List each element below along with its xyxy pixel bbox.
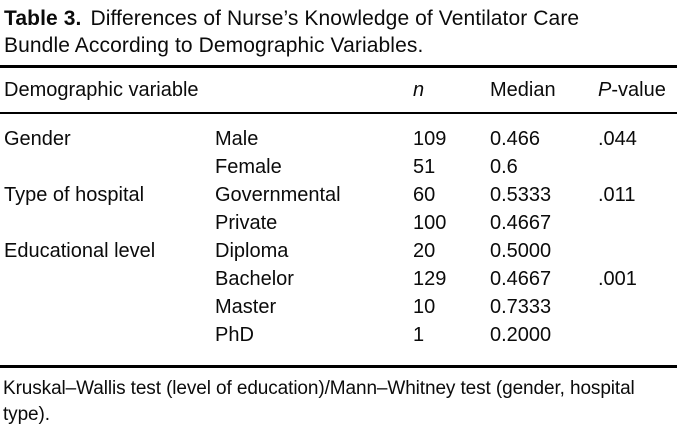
header-p-value-p: P bbox=[598, 78, 612, 101]
header-demographic-variable: Demographic variable bbox=[4, 78, 199, 101]
cell-n: 100 bbox=[413, 211, 447, 234]
cell-median: 0.2000 bbox=[490, 323, 552, 346]
table-caption-text-line1: Differences of Nurse’s Knowledge of Vent… bbox=[90, 7, 580, 30]
cell-median: 0.5333 bbox=[490, 183, 552, 206]
header-median: Median bbox=[490, 78, 556, 101]
table-row: Bachelor 129 0.4667 .001 bbox=[0, 265, 677, 293]
cell-median: 0.4667 bbox=[490, 267, 552, 290]
demographics-table: Demographic variable n Median P-value Ge… bbox=[0, 65, 677, 368]
cell-category: PhD bbox=[215, 323, 254, 346]
cell-category: Diploma bbox=[215, 239, 289, 262]
table-body: Gender Male 109 0.466 .044 Female 51 0.6… bbox=[0, 114, 677, 365]
table-row: Type of hospital Governmental 60 0.5333 … bbox=[0, 181, 677, 209]
cell-n: 51 bbox=[413, 155, 436, 178]
cell-group: Educational level bbox=[4, 239, 156, 262]
header-n: n bbox=[413, 78, 425, 101]
cell-n: 20 bbox=[413, 239, 436, 262]
cell-n: 60 bbox=[413, 183, 436, 206]
cell-group: Type of hospital bbox=[4, 183, 145, 206]
cell-p-value: .011 bbox=[598, 183, 636, 206]
table-caption-number: Table 3. bbox=[4, 7, 82, 30]
cell-n: 10 bbox=[413, 295, 436, 318]
cell-category: Governmental bbox=[215, 183, 341, 206]
cell-median: 0.466 bbox=[490, 127, 541, 150]
table-row: Educational level Diploma 20 0.5000 bbox=[0, 237, 677, 265]
table-row: Female 51 0.6 bbox=[0, 153, 677, 181]
table-row: Master 10 0.7333 bbox=[0, 293, 677, 321]
header-p-value: P-value bbox=[598, 79, 677, 102]
table-footnote: Kruskal–Wallis test (level of education)… bbox=[3, 378, 635, 425]
table-row: Gender Male 109 0.466 .044 bbox=[0, 125, 677, 153]
cell-category: Master bbox=[215, 295, 277, 318]
table-row: PhD 1 0.2000 bbox=[0, 321, 677, 349]
cell-category: Bachelor bbox=[215, 267, 294, 290]
table-row: Private 100 0.4667 bbox=[0, 209, 677, 237]
header-p-value-suffix: -value bbox=[611, 78, 666, 101]
cell-group: Gender bbox=[4, 127, 71, 150]
cell-n: 109 bbox=[413, 127, 447, 150]
cell-median: 0.7333 bbox=[490, 295, 552, 318]
cell-n: 129 bbox=[413, 267, 447, 290]
cell-median: 0.6 bbox=[490, 155, 518, 178]
cell-p-value: .001 bbox=[598, 267, 637, 290]
cell-category: Male bbox=[215, 127, 259, 150]
cell-category: Private bbox=[215, 211, 278, 234]
cell-median: 0.5000 bbox=[490, 239, 552, 262]
cell-n: 1 bbox=[413, 323, 425, 346]
table-header-row: Demographic variable n Median P-value bbox=[0, 68, 677, 114]
table-caption-text-line2: Bundle According to Demographic Variable… bbox=[4, 34, 424, 57]
cell-median: 0.4667 bbox=[490, 211, 552, 234]
table-caption: Table 3. Differences of Nurse’s Knowledge… bbox=[0, 0, 677, 59]
cell-p-value: .044 bbox=[598, 127, 637, 150]
cell-category: Female bbox=[215, 155, 282, 178]
